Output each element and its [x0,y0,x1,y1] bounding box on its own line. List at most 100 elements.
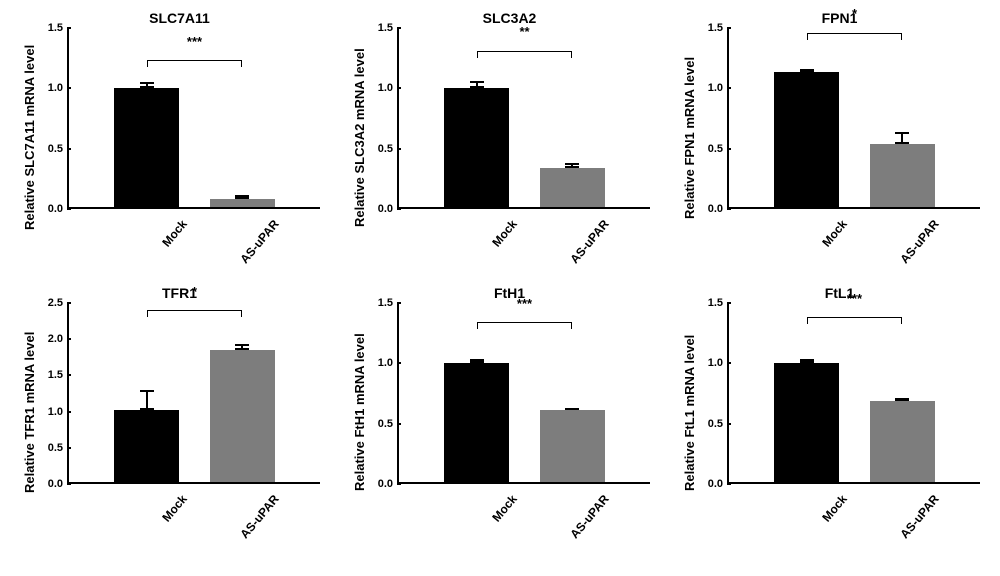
error-bar [241,344,243,350]
x-tick-label: AS-uPAR [231,492,314,576]
y-ticks: 0.00.51.01.5 [369,28,397,209]
y-tick-label: 1.0 [378,357,393,369]
y-tick-label: 1.0 [708,357,723,369]
bar-as-upar [210,350,275,482]
error-bar [901,132,903,144]
bar-as-upar [870,401,935,482]
y-tick-label: 1.5 [378,297,393,309]
error-bar [476,81,478,88]
significance-bracket [807,33,902,40]
y-axis-label: Relative SLC7A11 mRNA level [20,10,39,265]
significance-stars: *** [517,296,532,311]
error-bar [571,163,573,168]
y-ticks: 0.00.51.01.5 [699,28,727,209]
x-axis-labels: MockAS-uPAR [397,209,650,265]
y-tick-label: 1.0 [48,406,63,418]
panel-fpn1: Relative FPN1 mRNA levelFPN1 0.0 0.5 1.0 1.5… [680,10,980,265]
y-ticks: 0.00.51.01.5 [699,303,727,484]
y-tick-label: 0.5 [48,442,63,454]
error-bar [806,359,808,363]
bar-mock [444,88,509,207]
y-tick-label: 1.5 [378,22,393,34]
y-tick-label: 2.0 [48,333,63,345]
y-axis-label: Relative FtL1 mRNA level [680,285,699,540]
plot-area: *** [67,28,320,209]
y-ticks: 0.00.51.01.5 [39,28,67,209]
x-tick-label: AS-uPAR [891,492,974,576]
x-axis-labels: MockAS-uPAR [67,209,320,265]
y-axis-label: Relative SLC3A2 mRNA level [350,10,369,265]
x-axis-labels: MockAS-uPAR [397,484,650,540]
chart-grid: Relative SLC7A11 mRNA levelSLC7A11 0.0 0.5… [0,0,1000,550]
bar-as-upar [870,144,935,207]
bar-as-upar [540,410,605,482]
y-axis-label: Relative TFR1 mRNA level [20,285,39,540]
error-bar [901,398,903,400]
panel-fth1: Relative FtH1 mRNA levelFtH1 0.0 0.5 1.0 1.5… [350,285,650,540]
y-ticks: 0.00.51.01.52.02.5 [39,303,67,484]
x-tick-label: Mock [798,492,881,576]
bar-mock [774,363,839,482]
y-tick-label: 0.0 [708,203,723,215]
y-tick-label: 1.5 [708,22,723,34]
significance-stars: *** [187,34,202,49]
y-tick-label: 1.5 [48,22,63,34]
y-tick-label: 1.0 [708,82,723,94]
chart-title: TFR1 [39,285,320,303]
bar-mock [444,363,509,482]
y-tick-label: 0.5 [708,418,723,430]
error-bar [241,195,243,199]
significance-bracket [477,51,572,58]
y-tick-label: 0.0 [708,478,723,490]
significance-stars: * [852,6,857,21]
x-tick-label: Mock [468,492,551,576]
bar-as-upar [210,199,275,207]
y-tick-label: 0.5 [708,143,723,155]
significance-bracket [147,310,242,317]
error-bar [146,82,148,88]
plot-area: * [727,28,980,209]
y-ticks: 0.00.51.01.5 [369,303,397,484]
y-tick-label: 1.0 [48,82,63,94]
y-tick-label: 0.5 [378,143,393,155]
bar-as-upar [540,168,605,207]
y-tick-label: 1.0 [378,82,393,94]
y-tick-label: 0.0 [48,203,63,215]
error-bar [571,408,573,410]
significance-stars: ** [519,24,529,39]
x-tick-label: AS-uPAR [561,492,644,576]
panel-slc3a2: Relative SLC3A2 mRNA levelSLC3A2 0.0 0.5 1.… [350,10,650,265]
y-axis-label: Relative FtH1 mRNA level [350,285,369,540]
y-tick-label: 1.5 [48,369,63,381]
plot-area: ** [397,28,650,209]
y-tick-label: 0.0 [48,478,63,490]
panel-tfr1: Relative TFR1 mRNA levelTFR1 0.0 0.5 1.0 1.5… [20,285,320,540]
chart-title: FtH1 [369,285,650,303]
significance-bracket [147,60,242,67]
y-tick-label: 0.0 [378,203,393,215]
chart-title: SLC7A11 [39,10,320,28]
bar-mock [114,410,179,482]
significance-stars: *** [847,291,862,306]
chart-title: SLC3A2 [369,10,650,28]
y-tick-label: 0.0 [378,478,393,490]
panel-ftl1: Relative FtL1 mRNA levelFtL10.00.51.01.5… [680,285,980,540]
plot-area: *** [397,303,650,484]
significance-stars: * [192,284,197,299]
error-bar [476,359,478,363]
error-bar [806,69,808,73]
x-tick-label: Mock [138,492,221,576]
x-axis-labels: MockAS-uPAR [727,484,980,540]
chart-title: FtL1 [699,285,980,303]
y-tick-label: 0.5 [378,418,393,430]
chart-title: FPN1 [699,10,980,28]
bar-mock [114,88,179,207]
plot-area: *** [727,303,980,484]
y-axis-label: Relative FPN1 mRNA level [680,10,699,265]
significance-bracket [807,317,902,324]
bar-mock [774,72,839,207]
significance-bracket [477,322,572,329]
y-tick-label: 0.5 [48,143,63,155]
error-bar [146,390,148,410]
x-axis-labels: MockAS-uPAR [727,209,980,265]
